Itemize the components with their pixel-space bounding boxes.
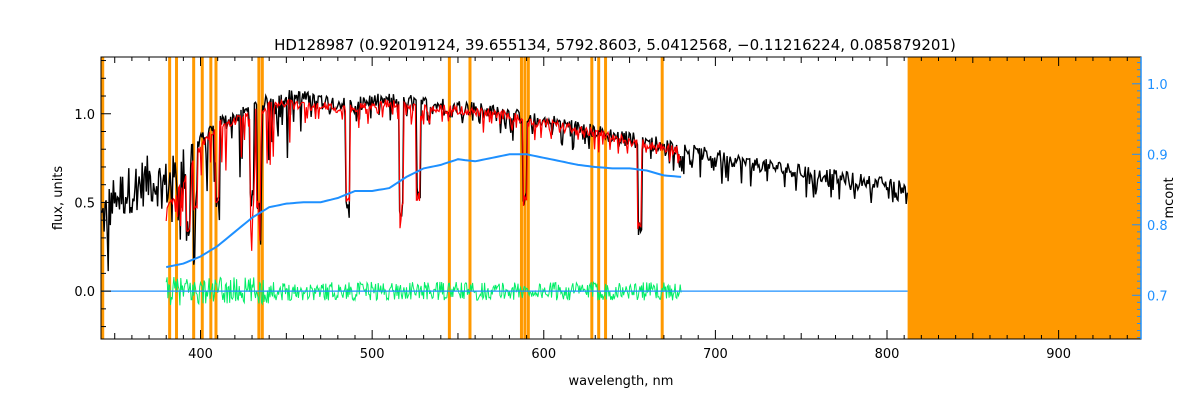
mask-line — [200, 57, 204, 339]
right-y-axis: 0.7 0.8 0.9 1.0 — [1132, 57, 1168, 339]
mask-region — [907, 57, 1141, 339]
mask-line — [447, 57, 451, 339]
plot-area — [100, 57, 1141, 339]
x-tick-label: 500 — [360, 347, 385, 362]
mask-line — [257, 57, 261, 339]
y-tick-label: 0.0 — [74, 285, 95, 300]
mask-line — [590, 57, 594, 339]
right-y-tick-label: 0.9 — [1147, 148, 1168, 163]
right-y-tick-label: 0.8 — [1147, 219, 1168, 234]
mask-line — [519, 57, 523, 339]
x-tick-label: 600 — [531, 347, 556, 362]
chart-title: HD128987 (0.92019124, 39.655134, 5792.86… — [274, 36, 956, 54]
x-axis: 400 500 600 700 800 900 — [114, 57, 1128, 362]
x-tick-label: 800 — [875, 347, 900, 362]
y-axis-label: flux, units — [51, 166, 66, 231]
y-tick-label: 1.0 — [74, 108, 95, 123]
mask-line — [168, 57, 172, 339]
right-y-tick-label: 0.7 — [1147, 289, 1168, 304]
x-axis-label: wavelength, nm — [569, 374, 674, 389]
right-y-tick-label: 1.0 — [1147, 78, 1168, 93]
x-tick-label: 900 — [1046, 347, 1071, 362]
mask-line — [604, 57, 608, 339]
mask-line — [101, 57, 105, 339]
mask-line — [209, 57, 213, 339]
series-model — [165, 98, 681, 251]
mask-line — [468, 57, 472, 339]
y-tick-label: 0.5 — [74, 196, 95, 211]
x-tick-label: 400 — [188, 347, 213, 362]
series-continuum — [165, 153, 682, 269]
mask-line — [660, 57, 664, 339]
right-y-axis-label: mcont — [1162, 177, 1177, 218]
x-tick-label: 700 — [703, 347, 728, 362]
mask-line — [526, 57, 530, 339]
y-axis: 0.0 0.5 1.0 — [74, 60, 111, 328]
mask-line — [260, 57, 264, 339]
series-residual — [165, 276, 682, 306]
series-observed — [100, 90, 908, 272]
mask-line — [597, 57, 601, 339]
